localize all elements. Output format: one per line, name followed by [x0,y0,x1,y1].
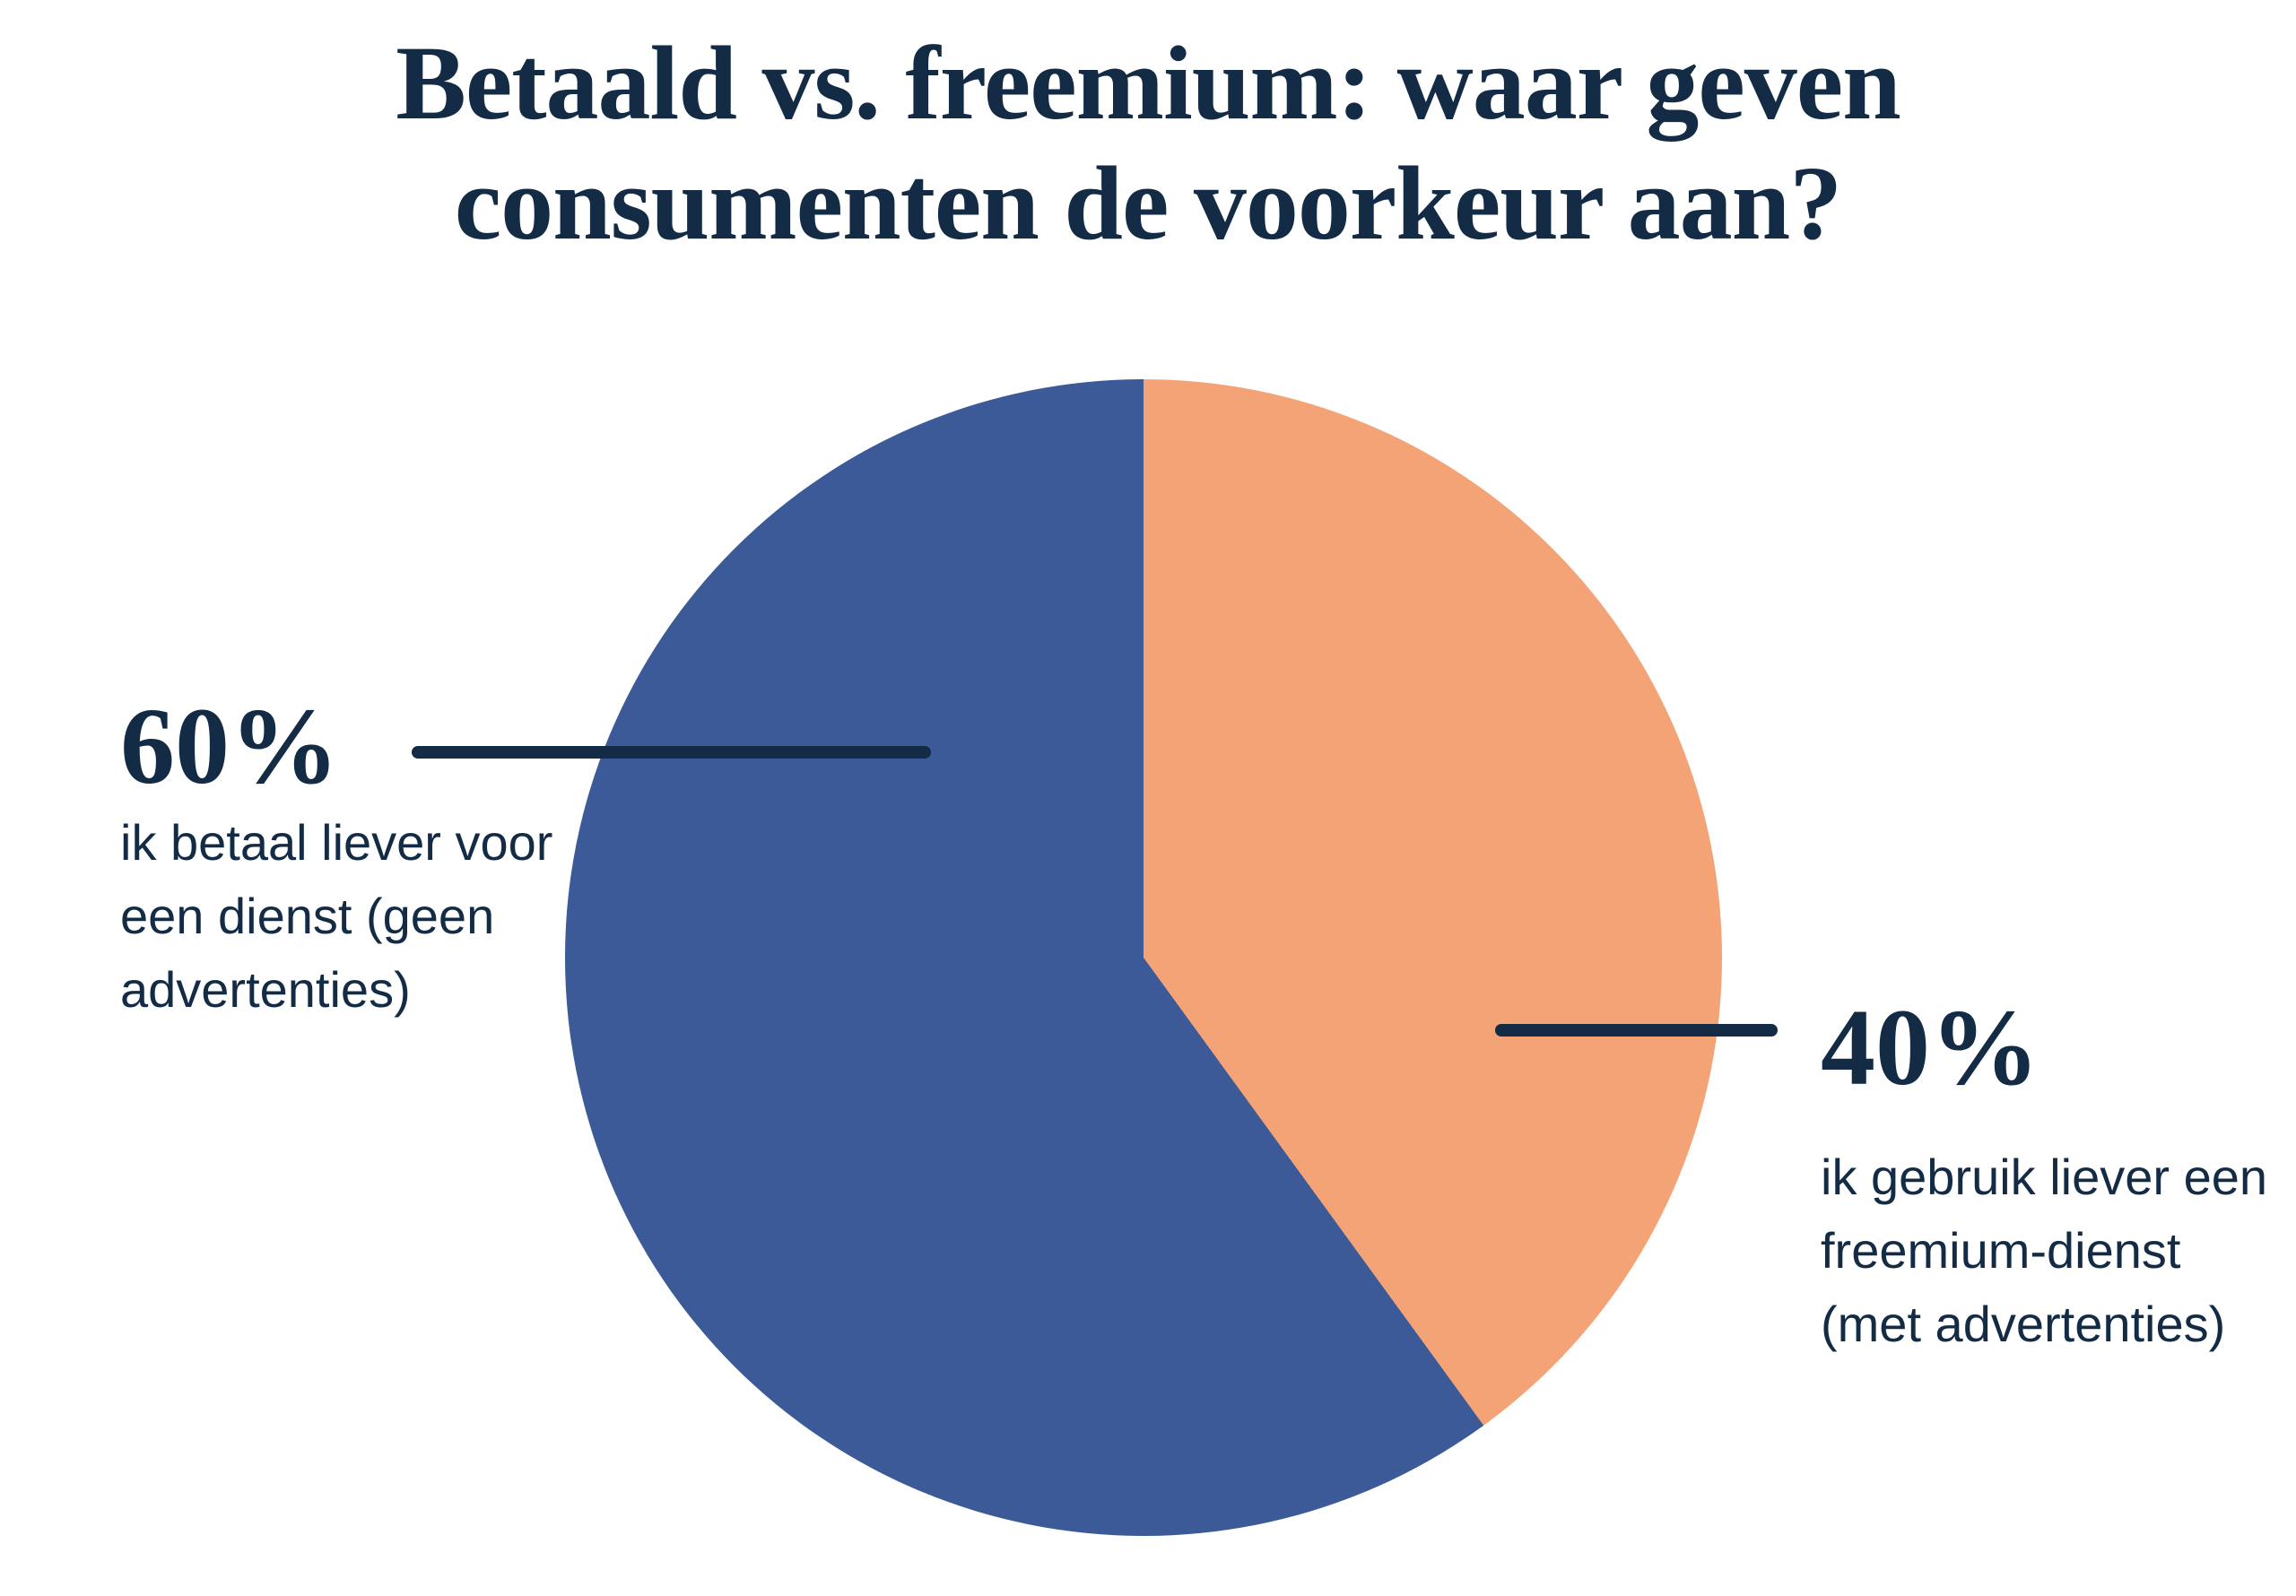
callout-60-label-line-1: ik betaal liever voor [120,814,553,871]
callout-line-60 [412,746,931,759]
callout-60-label-line-3: advertenties) [120,961,411,1018]
callout-40-label-line-2: freemium-dienst [1821,1222,2181,1279]
callout-40-label-line-3: (met advertenties) [1821,1296,2226,1352]
callout-40-label: ik gebruik liever een freemium-dienst (m… [1821,1141,2267,1361]
chart-title-line-2: consumenten de voorkeur aan? [454,144,1843,262]
chart-title: Betaald vs. freemium: waar geven consume… [0,23,2296,264]
chart-title-line-1: Betaald vs. freemium: waar geven [396,24,1901,142]
callout-60-label: ik betaal liever voor een dienst (geen a… [120,806,552,1027]
callout-40-label-line-1: ik gebruik liever een [1821,1149,2268,1205]
pie-chart [565,379,1722,1536]
callout-line-40 [1495,1024,1778,1037]
callout-60-label-line-2: een dienst (geen [120,888,495,944]
callout-40-value: 40% [1821,987,2039,1108]
callout-60-value: 60% [120,686,339,807]
